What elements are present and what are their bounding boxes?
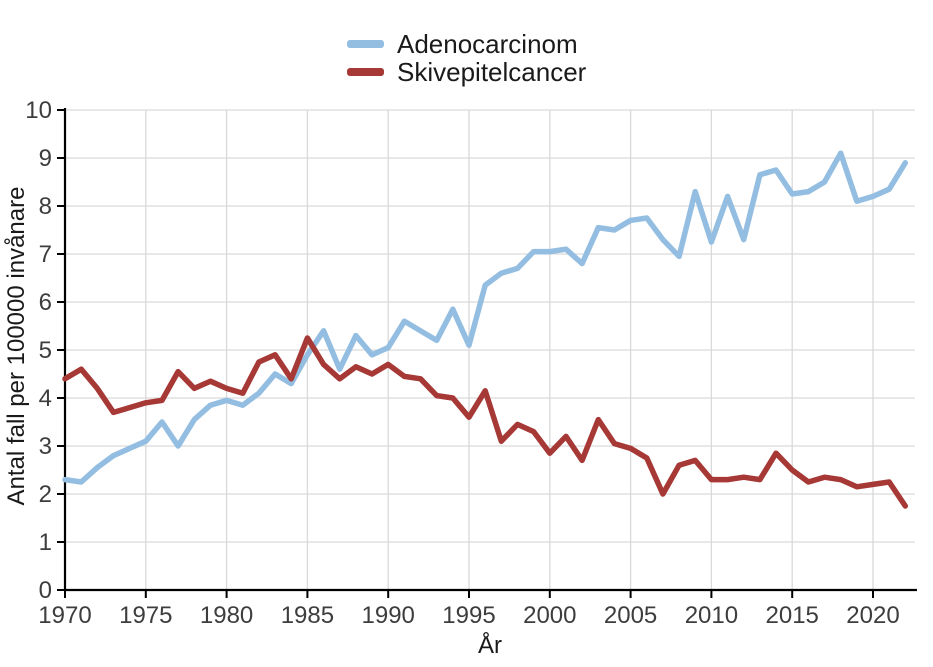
legend-label-adenocarcinom: Adenocarcinom <box>397 28 578 59</box>
adenocarcinom-line <box>62 150 909 485</box>
legend-label-skivepitelcancer: Skivepitelcancer <box>397 56 587 87</box>
y-tick-label: 8 <box>39 193 52 220</box>
legend-item-adenocarcinom: Adenocarcinom <box>347 30 586 57</box>
x-tick-label: 1970 <box>38 602 91 629</box>
y-axis-title: Antal fall per 100000 invånare <box>3 187 30 506</box>
y-tick-label: 3 <box>39 433 52 460</box>
y-tick-label: 2 <box>39 481 52 508</box>
x-tick-label: 2010 <box>685 602 738 629</box>
adenocarcinom-line-swatch-icon <box>347 39 384 48</box>
y-tick-label: 0 <box>39 577 52 604</box>
x-tick-label: 2000 <box>523 602 576 629</box>
x-tick-label: 1975 <box>119 602 172 629</box>
skivepitelcancer-line-swatch-icon <box>347 67 384 76</box>
x-tick-label: 2005 <box>604 602 657 629</box>
y-tick-label: 10 <box>25 97 52 124</box>
legend-item-skivepitelcancer: Skivepitelcancer <box>347 58 586 85</box>
y-tick-label: 9 <box>39 145 52 172</box>
y-tick-label: 4 <box>39 385 52 412</box>
axes <box>57 108 917 598</box>
x-tick-label: 1995 <box>442 602 495 629</box>
x-tick-label: 1990 <box>362 602 415 629</box>
y-tick-label: 6 <box>39 289 52 316</box>
y-tick-label: 7 <box>39 241 52 268</box>
gridlines <box>65 109 915 590</box>
y-tick-label: 1 <box>39 529 52 556</box>
x-tick-label: 1980 <box>200 602 253 629</box>
x-tick-label: 2015 <box>766 602 819 629</box>
x-axis-title: År <box>478 631 502 659</box>
y-tick-label: 5 <box>39 337 52 364</box>
series-lines <box>62 150 909 509</box>
x-tick-label: 2020 <box>846 602 899 629</box>
x-tick-label: 1985 <box>281 602 334 629</box>
legend: Adenocarcinom Skivepitelcancer <box>347 30 586 85</box>
skivepitelcancer-line <box>62 335 909 509</box>
tick-labels: 0 1 2 3 4 5 6 7 8 9 10 1970 1975 1980 1985 1990 1995 2000… <box>25 97 899 629</box>
